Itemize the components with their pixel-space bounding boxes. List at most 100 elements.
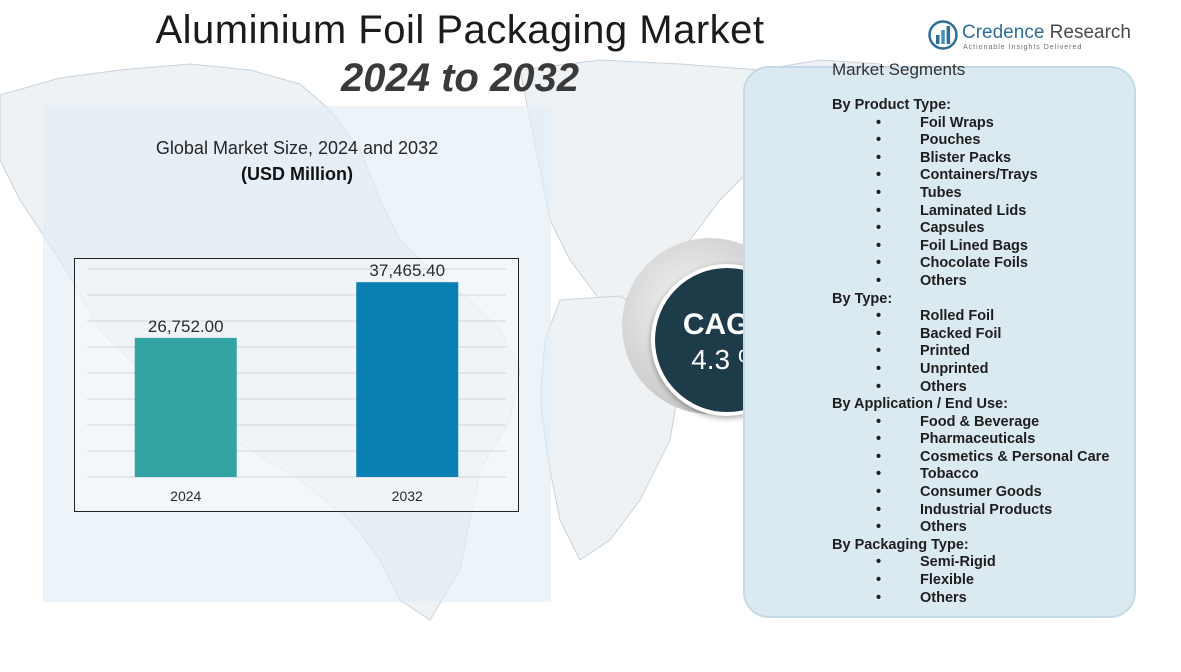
bullet-icon: • xyxy=(876,184,882,201)
logo-name-part2: Research xyxy=(1049,22,1131,43)
bullet-icon: • xyxy=(876,167,882,184)
segment-item-label: Cosmetics & Personal Care xyxy=(920,448,1110,465)
bullet-icon: • xyxy=(876,272,882,289)
segment-item-label: Others xyxy=(920,519,967,536)
segment-item-label: Blister Packs xyxy=(920,149,1012,166)
segment-list-item: • Others xyxy=(832,590,1132,608)
segment-list-item: • Industrial Products xyxy=(832,502,1132,520)
segment-list-item: • Pharmaceuticals xyxy=(832,431,1132,449)
segment-group-title: By Type: xyxy=(832,290,893,307)
bullet-icon: • xyxy=(876,325,882,342)
bullet-icon: • xyxy=(876,132,882,149)
bullet-icon: • xyxy=(876,519,882,536)
chart-title: Global Market Size, 2024 and 2032 xyxy=(155,138,439,158)
credence-research-logo[interactable]: Credence Research Actionable Insights De… xyxy=(928,20,1131,54)
bullet-icon: • xyxy=(876,360,882,377)
bar-2024 xyxy=(134,337,237,477)
segment-list-item: • Chocolate Foils xyxy=(832,255,1132,273)
bullet-icon: • xyxy=(876,378,882,395)
segment-list-item: • Others xyxy=(832,519,1132,537)
segment-item-label: Laminated Lids xyxy=(920,202,1027,219)
bullet-icon: • xyxy=(876,308,882,325)
segment-item-label: Others xyxy=(920,589,967,606)
bullet-icon: • xyxy=(876,554,882,571)
segment-item-label: Backed Foil xyxy=(920,325,1002,342)
segment-list-item: • Blister Packs xyxy=(832,150,1132,168)
bullet-icon: • xyxy=(876,589,882,606)
x-tick-label-2024: 2024 xyxy=(170,488,201,504)
segment-list-item: • Flexible xyxy=(832,572,1132,590)
bar-2032 xyxy=(356,282,459,477)
segment-list-item: • Others xyxy=(832,379,1132,397)
logo-wordmark: Credence Research xyxy=(962,22,1131,44)
bullet-icon: • xyxy=(876,431,882,448)
bullet-icon: • xyxy=(876,466,882,483)
segment-list-item: • Semi-Rigid xyxy=(832,554,1132,572)
segment-item-label: Industrial Products xyxy=(920,501,1053,518)
segment-item-label: Capsules xyxy=(920,220,985,237)
segment-list-item: • Others xyxy=(832,273,1132,291)
segment-list-item: • Laminated Lids xyxy=(832,203,1132,221)
segment-item-label: Printed xyxy=(920,343,970,360)
bullet-icon: • xyxy=(876,149,882,166)
bullet-icon: • xyxy=(876,202,882,219)
logo-name-part1: Credence xyxy=(962,22,1045,43)
market-segments-title: Market Segments xyxy=(832,60,966,79)
segment-item-label: Semi-Rigid xyxy=(920,554,996,571)
segment-list-item: • Printed xyxy=(832,343,1132,361)
chart-unit-label: (USD Million) xyxy=(241,164,353,184)
bullet-icon: • xyxy=(876,501,882,518)
segment-item-label: Chocolate Foils xyxy=(920,255,1028,272)
bullet-icon: • xyxy=(876,220,882,237)
segment-list-item: • Capsules xyxy=(832,220,1132,238)
bar-chart-logo-icon xyxy=(928,20,958,50)
bullet-icon: • xyxy=(876,413,882,430)
segment-item-label: Food & Beverage xyxy=(920,413,1040,430)
segment-list-item: • Rolled Foil xyxy=(832,308,1132,326)
segment-list-item: • Consumer Goods xyxy=(832,484,1132,502)
data-label-2032: 37,465.40 xyxy=(369,261,445,280)
chart-panel-background xyxy=(43,106,551,602)
segment-item-label: Unprinted xyxy=(920,360,989,377)
bar-chart: 26,752.00 2024 37,465.40 2032 xyxy=(74,258,519,512)
bar-chart-svg: 26,752.00 2024 37,465.40 2032 xyxy=(87,261,506,504)
segment-item-label: Tubes xyxy=(920,184,962,201)
bullet-icon: • xyxy=(876,237,882,254)
segment-list-item: • Containers/Trays xyxy=(832,167,1132,185)
page-subtitle: 2024 to 2032 xyxy=(341,56,579,100)
bullet-icon: • xyxy=(876,484,882,501)
bullet-icon: • xyxy=(876,343,882,360)
logo-tagline: Actionable Insights Delivered xyxy=(963,44,1083,51)
segment-item-label: Pharmaceuticals xyxy=(920,431,1036,448)
segment-list-item: • Food & Beverage xyxy=(832,414,1132,432)
segment-list-item: • Unprinted xyxy=(832,361,1132,379)
data-label-2024: 26,752.00 xyxy=(148,317,224,336)
bullet-icon: • xyxy=(876,255,882,272)
segment-list-item: • Tobacco xyxy=(832,466,1132,484)
market-segments-list: By Product Type: • Foil Wraps • Pouches • Blis… xyxy=(832,97,1132,607)
segment-item-label: Others xyxy=(920,378,967,395)
segment-list-item: • Pouches xyxy=(832,132,1132,150)
segment-item-label: Others xyxy=(920,272,967,289)
segment-list-item: • Foil Wraps xyxy=(832,115,1132,133)
segment-item-label: Containers/Trays xyxy=(920,167,1038,184)
segment-item-label: Foil Wraps xyxy=(920,114,994,131)
page-title: Aluminium Foil Packaging Market xyxy=(155,8,765,52)
bullet-icon: • xyxy=(876,114,882,131)
segment-item-label: Pouches xyxy=(920,132,981,149)
bullet-icon: • xyxy=(876,448,882,465)
segment-list-item: • Foil Lined Bags xyxy=(832,238,1132,256)
segment-group-title: By Packaging Type: xyxy=(832,536,969,553)
market-segments-panel xyxy=(743,66,1136,618)
segment-list-item: • Cosmetics & Personal Care xyxy=(832,449,1132,467)
segment-item-label: Flexible xyxy=(920,572,974,589)
segment-item-label: Tobacco xyxy=(920,466,979,483)
segment-item-label: Foil Lined Bags xyxy=(920,237,1028,254)
segment-item-label: Rolled Foil xyxy=(920,308,995,325)
segment-group-title: By Application / End Use: xyxy=(832,396,1008,413)
segment-list-item: • Tubes xyxy=(832,185,1132,203)
segment-item-label: Consumer Goods xyxy=(920,484,1042,501)
bullet-icon: • xyxy=(876,572,882,589)
x-tick-label-2032: 2032 xyxy=(392,488,423,504)
segment-list-item: • Backed Foil xyxy=(832,326,1132,344)
